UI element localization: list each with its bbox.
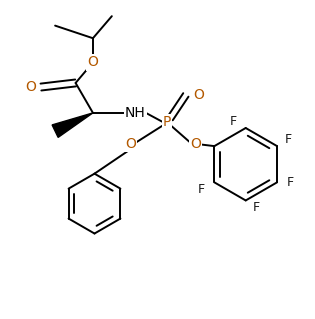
Text: F: F (253, 201, 260, 214)
Text: F: F (284, 133, 292, 146)
Text: O: O (88, 56, 98, 70)
Text: F: F (198, 183, 205, 196)
Text: O: O (125, 137, 136, 152)
Text: F: F (230, 115, 237, 128)
Text: O: O (190, 137, 201, 152)
Text: O: O (25, 80, 36, 94)
Text: O: O (194, 88, 205, 102)
Text: NH: NH (125, 106, 146, 120)
Text: P: P (163, 115, 171, 129)
Polygon shape (52, 113, 93, 137)
Text: F: F (287, 176, 294, 189)
